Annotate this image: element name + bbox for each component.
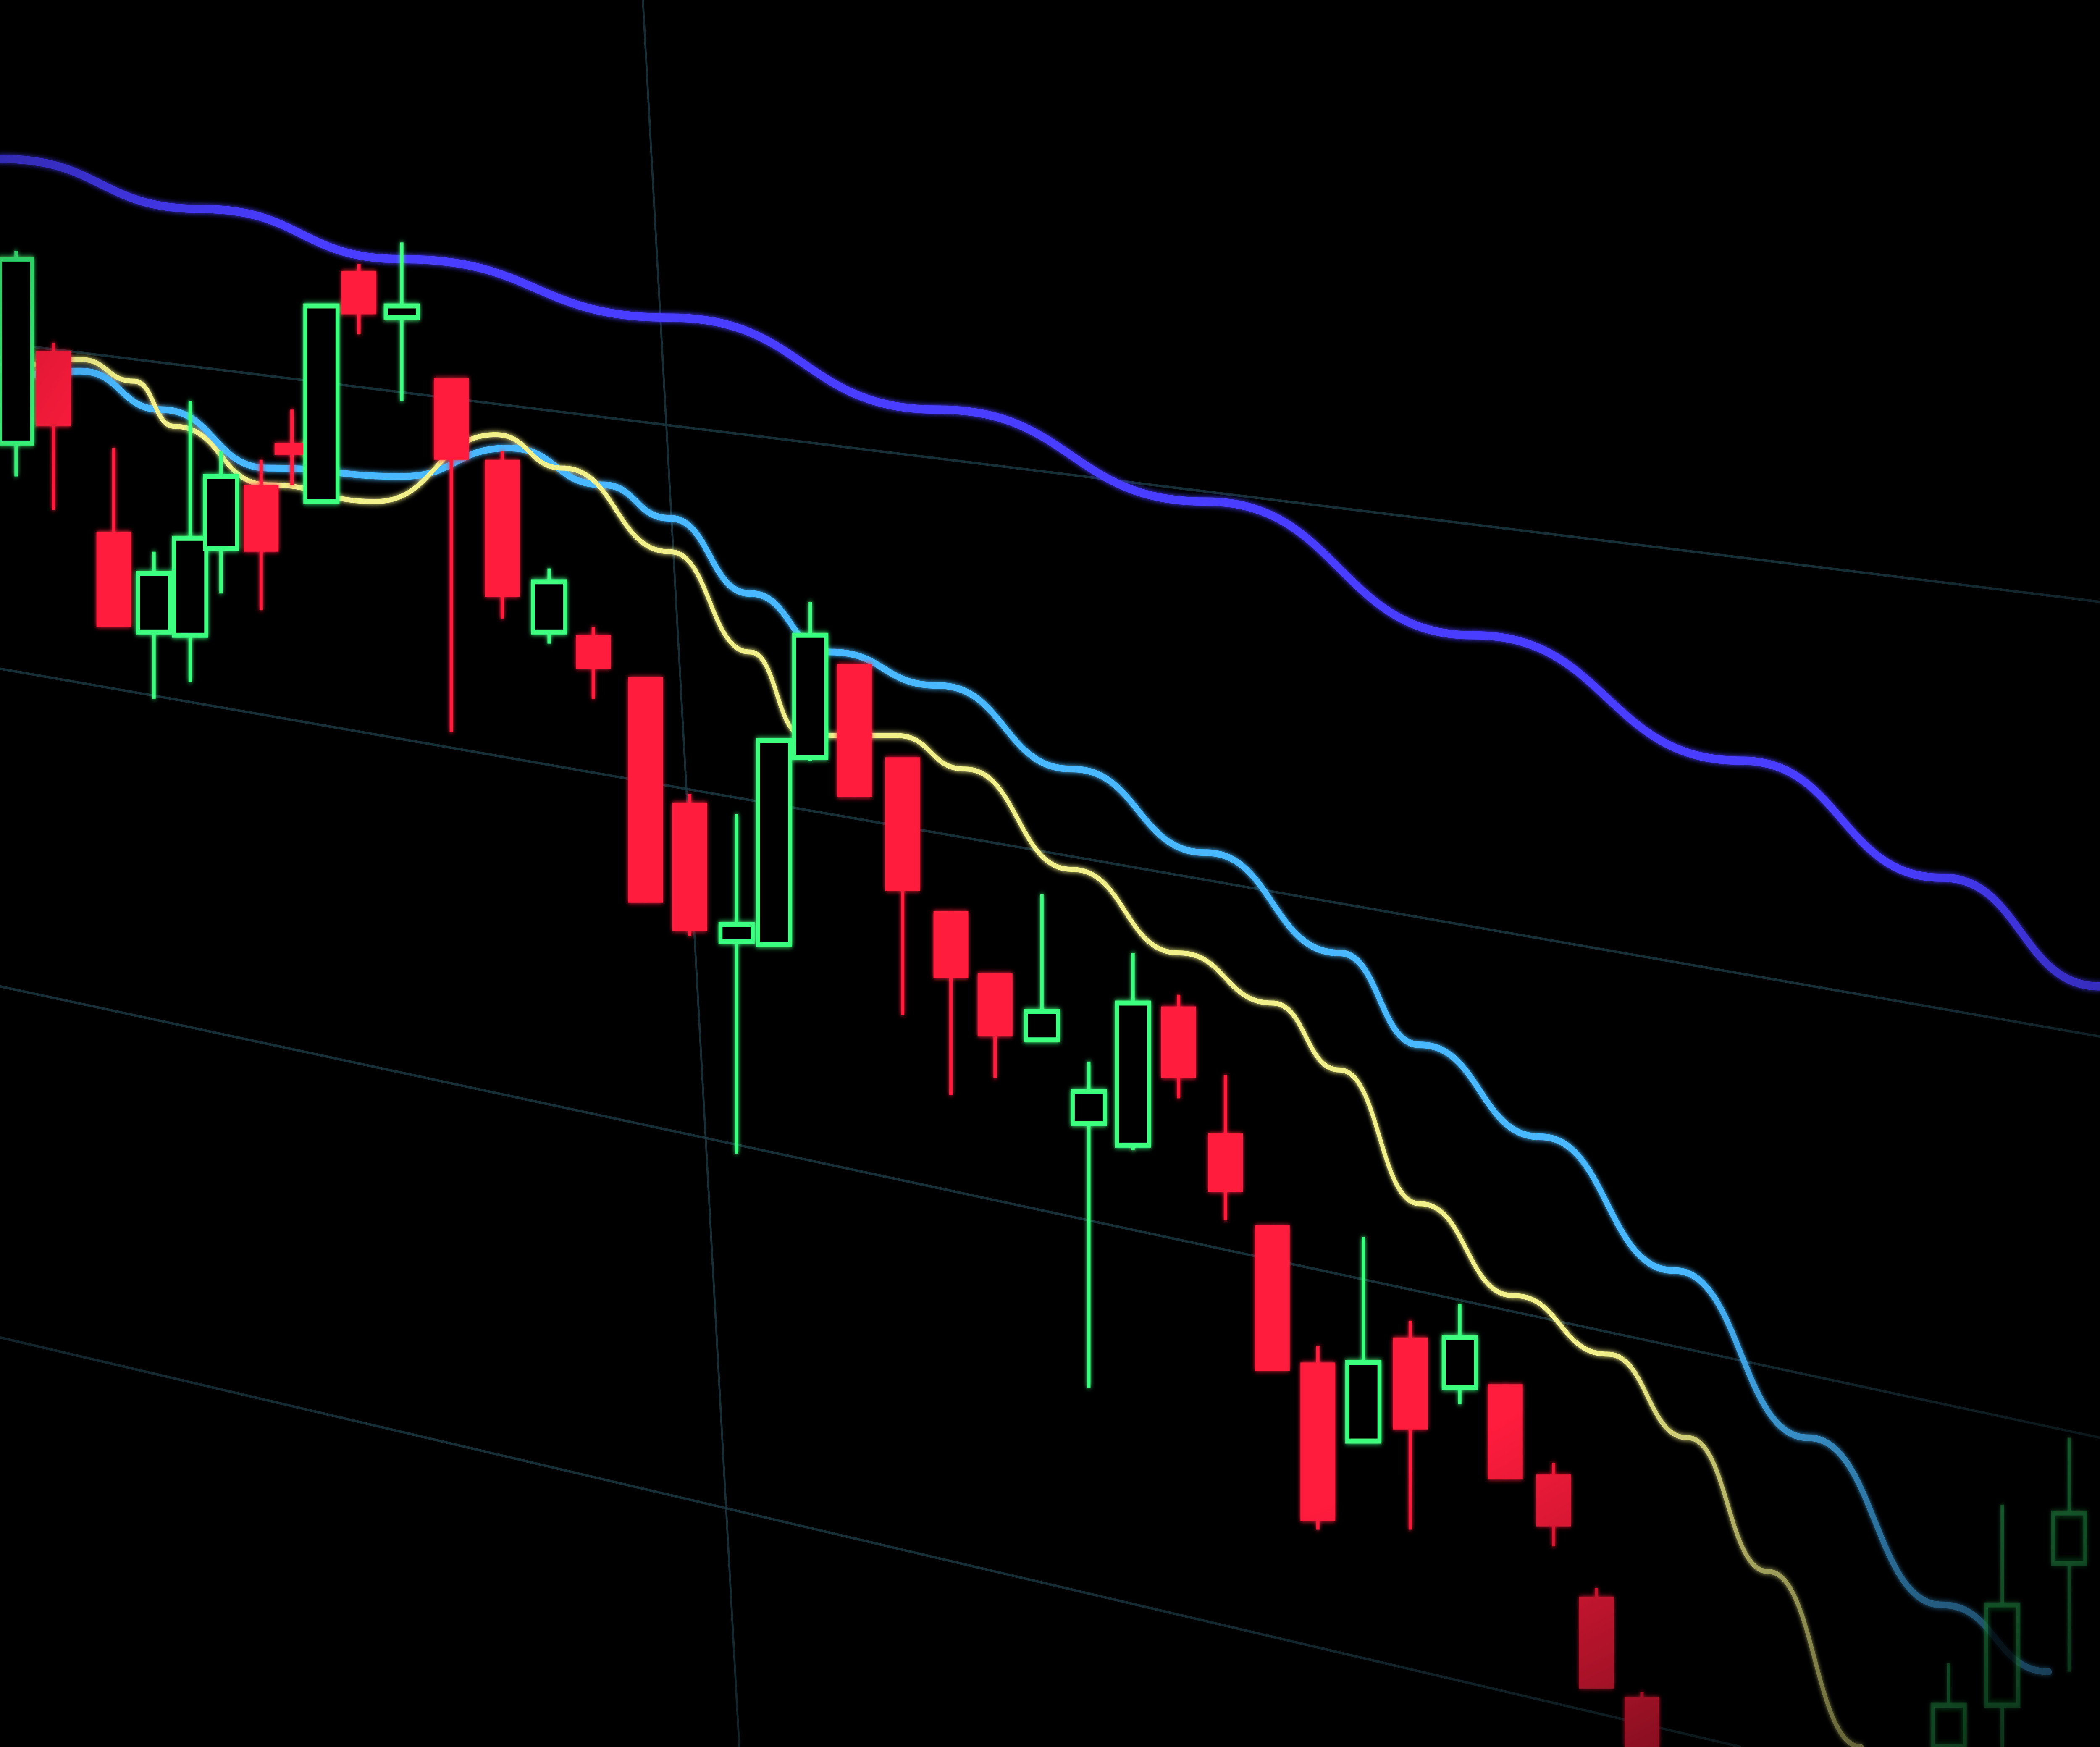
vignette bbox=[0, 0, 2100, 1747]
candlestick-screen-photo bbox=[0, 0, 2100, 1747]
